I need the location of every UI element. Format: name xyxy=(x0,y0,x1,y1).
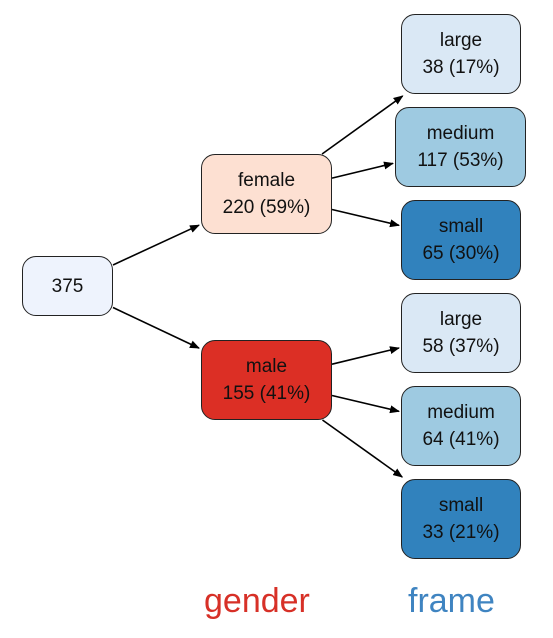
node-female-name: female xyxy=(237,170,296,191)
node-female-large: large 38 (17%) xyxy=(401,14,521,94)
node-male-large-count: 58 (37%) xyxy=(422,336,500,357)
edge-male-to-male-small xyxy=(322,419,404,478)
node-male-medium-name: medium xyxy=(427,402,495,423)
edge-male-to-male-large xyxy=(331,346,400,365)
node-female-large-name: large xyxy=(439,30,483,51)
edge-female-to-female-small xyxy=(331,208,400,228)
node-female-small: small 65 (30%) xyxy=(401,200,521,280)
node-male-medium: medium 64 (41%) xyxy=(401,386,521,466)
edge-root-to-female xyxy=(112,224,200,266)
root-node: 375 xyxy=(22,256,113,316)
edge-female-to-female-large xyxy=(321,95,404,155)
node-female-medium-name: medium xyxy=(426,123,495,144)
legend-frame: frame xyxy=(408,582,495,620)
node-female: female 220 (59%) xyxy=(201,154,332,234)
node-female-medium-count: 117 (53%) xyxy=(417,150,504,171)
node-female-medium: medium 117 (53%) xyxy=(395,107,526,187)
node-male-small: small 33 (21%) xyxy=(401,479,521,559)
legend-gender: gender xyxy=(204,582,310,620)
node-male-name: male xyxy=(245,356,288,377)
root-label: 375 xyxy=(51,275,84,297)
edge-female-to-female-medium xyxy=(331,161,394,179)
node-male-medium-count: 64 (41%) xyxy=(422,429,500,450)
node-male-large: large 58 (37%) xyxy=(401,293,521,373)
edge-male-to-male-medium xyxy=(331,394,400,414)
node-male-count: 155 (41%) xyxy=(222,383,311,404)
node-female-count: 220 (59%) xyxy=(222,197,311,218)
node-male-small-name: small xyxy=(438,495,484,516)
edge-root-to-male xyxy=(112,306,200,349)
node-male-large-name: large xyxy=(439,309,483,330)
node-male: male 155 (41%) xyxy=(201,340,332,420)
node-female-small-count: 65 (30%) xyxy=(422,243,500,264)
node-female-large-count: 38 (17%) xyxy=(422,57,500,78)
node-female-small-name: small xyxy=(438,216,484,237)
node-male-small-count: 33 (21%) xyxy=(422,522,500,543)
